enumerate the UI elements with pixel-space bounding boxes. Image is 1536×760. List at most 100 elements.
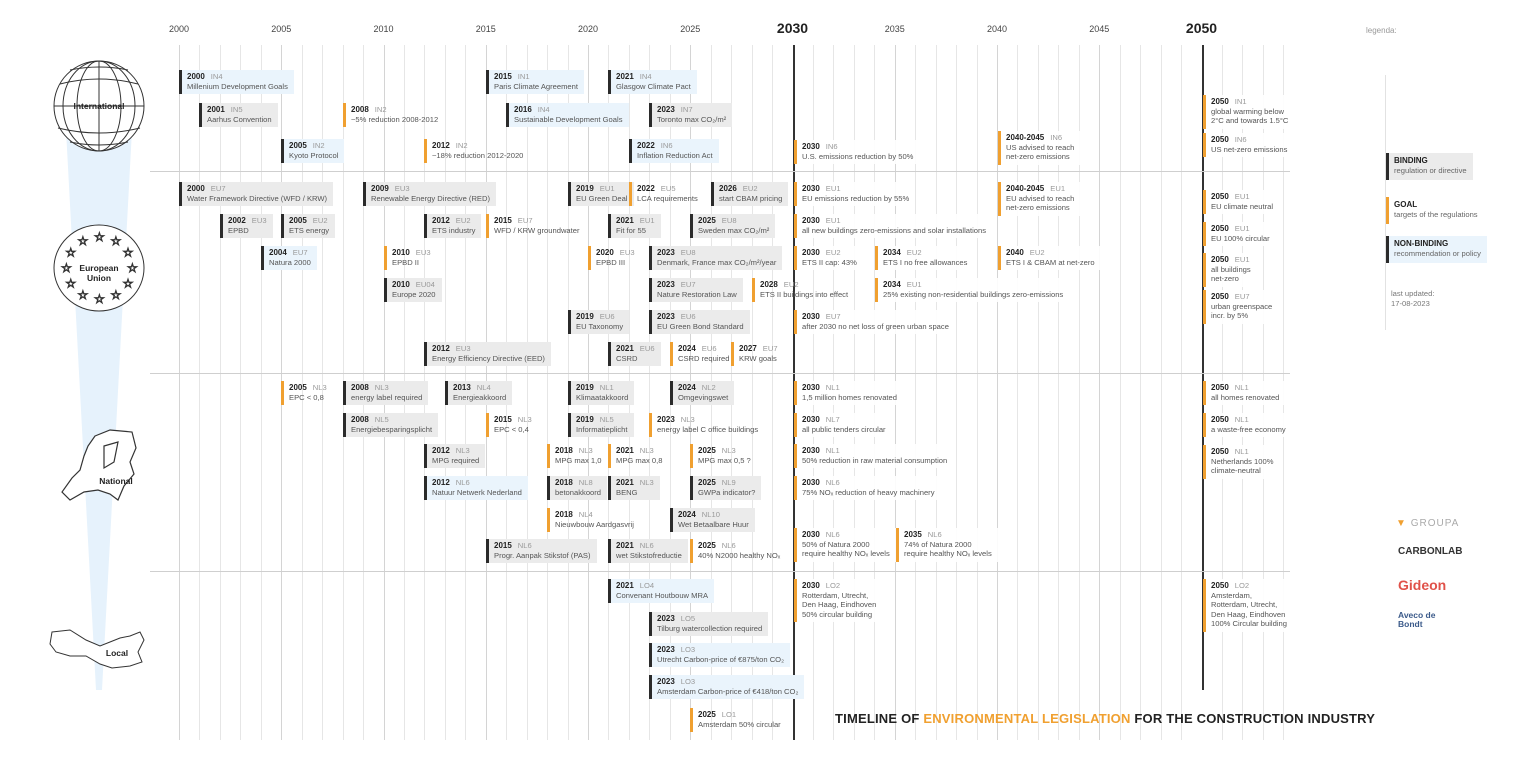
last-updated: last updated: 17-08-2023 bbox=[1391, 289, 1435, 309]
item-year: 2000 bbox=[187, 184, 205, 193]
item-text: Amsterdam, Rotterdam, Utrecht, Den Haag,… bbox=[1211, 590, 1287, 629]
item-text: WFD / KRW groundwater bbox=[494, 225, 580, 235]
year-tick-label: 2025 bbox=[680, 24, 701, 34]
timeline-item-binding: 2025 NL9 GWPa indicator? bbox=[690, 476, 762, 500]
timeline-item-binding: 2010 EU04 Europe 2020 bbox=[384, 278, 442, 302]
item-code: NL3 bbox=[455, 446, 470, 455]
item-text: Water Framework Directive (WFD / KRW) bbox=[187, 193, 328, 203]
item-text: MPG required bbox=[432, 455, 480, 465]
year-gridline bbox=[956, 45, 957, 740]
item-year: 2027 bbox=[739, 344, 757, 353]
item-code: EU8 bbox=[721, 216, 737, 225]
timeline-item-binding: 2023 EU6 EU Green Bond Standard bbox=[649, 310, 750, 334]
item-year: 2025 bbox=[698, 446, 716, 455]
item-year: 2018 bbox=[555, 446, 573, 455]
groupa-mark-icon: ▼ bbox=[1396, 518, 1411, 529]
timeline-item-goal: 2005 NL3 EPC < 0,8 bbox=[281, 381, 333, 405]
item-text: Fit for 55 bbox=[616, 225, 646, 235]
star-icon: ☆ bbox=[65, 277, 76, 291]
item-code: NL6 bbox=[639, 541, 654, 550]
item-code: IN7 bbox=[680, 105, 693, 114]
logo-gideon: Gideon bbox=[1398, 577, 1447, 593]
item-year: 2012 bbox=[432, 478, 450, 487]
item-year: 2023 bbox=[657, 312, 675, 321]
item-code: NL3 bbox=[680, 415, 695, 424]
item-text: Amsterdam Carbon-price of €418/ton CO₂ bbox=[657, 686, 799, 696]
item-code: EU2 bbox=[312, 216, 328, 225]
netherlands-map-icon bbox=[61, 429, 137, 501]
item-text: Omgevingswet bbox=[678, 392, 729, 402]
year-tick-label: 2040 bbox=[986, 24, 1008, 34]
item-year: 2022 bbox=[637, 184, 655, 193]
timeline-item-goal: 2050 LO2 Amsterdam, Rotterdam, Utrecht, De… bbox=[1203, 579, 1293, 632]
timeline-item-goal: 2018 NL4 Nieuwbouw Aardgasvrij bbox=[547, 508, 640, 532]
section-label-local: Local bbox=[105, 648, 129, 658]
item-code: LO3 bbox=[680, 645, 696, 654]
item-code: NL6 bbox=[927, 530, 942, 539]
item-year: 2040-2045 bbox=[1006, 184, 1045, 193]
timeline-item-binding: 2021 EU1 Fit for 55 bbox=[608, 214, 661, 238]
timeline-item-goal: 2040-2045 IN6 US advised to reach net-zero… bbox=[998, 131, 1081, 165]
item-year: 2024 bbox=[678, 344, 696, 353]
item-code: EU6 bbox=[639, 344, 655, 353]
item-year: 2021 bbox=[616, 478, 634, 487]
item-year: 2025 bbox=[698, 478, 716, 487]
item-year: 2002 bbox=[228, 216, 246, 225]
item-year: 2025 bbox=[698, 541, 716, 550]
item-code: IN4 bbox=[537, 105, 550, 114]
timeline-item-binding: 2023 EU8 Denmark, France max CO₂/m²/year bbox=[649, 246, 783, 270]
item-code: NL1 bbox=[1234, 447, 1249, 456]
item-text: Natuur Netwerk Nederland bbox=[432, 487, 522, 497]
item-code: EU7 bbox=[292, 248, 308, 257]
timeline-item-nonbinding: 2023 LO3 Amsterdam Carbon-price of €418/to… bbox=[649, 675, 805, 699]
timeline-item-nonbinding: 2004 EU7 Natura 2000 bbox=[261, 246, 317, 270]
item-text: U.S. emissions reduction by 50% bbox=[802, 151, 914, 161]
item-year: 2005 bbox=[289, 141, 307, 150]
item-text: all buildings net-zero bbox=[1211, 264, 1251, 284]
item-year: 2023 bbox=[657, 248, 675, 257]
item-code: NL5 bbox=[374, 415, 389, 424]
item-year: 2030 bbox=[802, 581, 820, 590]
timeline-item-binding: 2012 NL3 MPG required bbox=[424, 444, 486, 468]
item-year: 2012 bbox=[432, 141, 450, 150]
star-icon: ☆ bbox=[65, 246, 76, 260]
item-year: 2030 bbox=[802, 415, 820, 424]
timeline-item-goal: 2008 IN2 ~5% reduction 2008-2012 bbox=[343, 103, 444, 127]
year-gridline bbox=[1140, 45, 1141, 740]
legend-goal-title: GOAL bbox=[1394, 200, 1418, 209]
timeline-item-binding: 2019 EU6 EU Taxonomy bbox=[568, 310, 630, 334]
item-text: energy label C office buildings bbox=[657, 424, 759, 434]
timeline-item-goal: 2025 NL3 MPG max 0,5 ? bbox=[690, 444, 757, 468]
year-gridline bbox=[1202, 45, 1204, 690]
item-code: NL3 bbox=[312, 383, 327, 392]
item-text: all public tenders circular bbox=[802, 424, 886, 434]
item-text: global warming below 2°C and towards 1.5… bbox=[1211, 106, 1289, 126]
item-code: NL6 bbox=[517, 541, 532, 550]
timeline-item-binding: 2018 NL8 betonakkoord bbox=[547, 476, 608, 500]
item-year: 2021 bbox=[616, 72, 634, 81]
legend-goal: GOAL targets of the regulations bbox=[1386, 197, 1484, 224]
timeline-item-binding: 2019 NL1 Klimaatakkoord bbox=[568, 381, 635, 405]
item-year: 2012 bbox=[432, 446, 450, 455]
timeline-item-binding: 2019 NL5 Informatieplicht bbox=[568, 413, 634, 437]
item-code: NL7 bbox=[825, 415, 840, 424]
year-gridline bbox=[199, 45, 200, 740]
item-code: IN6 bbox=[1050, 133, 1063, 142]
item-text: Informatieplicht bbox=[576, 424, 628, 434]
item-year: 2001 bbox=[207, 105, 225, 114]
year-gridline bbox=[1099, 45, 1100, 740]
item-text: ETS I & CBAM at net-zero bbox=[1006, 257, 1095, 267]
item-year: 2019 bbox=[576, 312, 594, 321]
item-text: 75% NOₓ reduction of heavy machinery bbox=[802, 487, 935, 497]
year-gridline bbox=[1017, 45, 1018, 740]
timeline-item-binding: 2008 NL5 Energiebesparingsplicht bbox=[343, 413, 439, 437]
item-year: 2012 bbox=[432, 344, 450, 353]
item-text: ETS industry bbox=[432, 225, 476, 235]
item-text: Nieuwbouw Aardgasvrij bbox=[555, 519, 634, 529]
legend-binding: BINDING regulation or directive bbox=[1386, 153, 1473, 180]
item-year: 2023 bbox=[657, 614, 675, 623]
item-code: EU2 bbox=[906, 248, 922, 257]
timeline-item-binding: 2021 NL6 wet Stikstofreductie bbox=[608, 539, 688, 563]
item-code: IN2 bbox=[312, 141, 325, 150]
year-tick-label: 2020 bbox=[577, 24, 599, 34]
